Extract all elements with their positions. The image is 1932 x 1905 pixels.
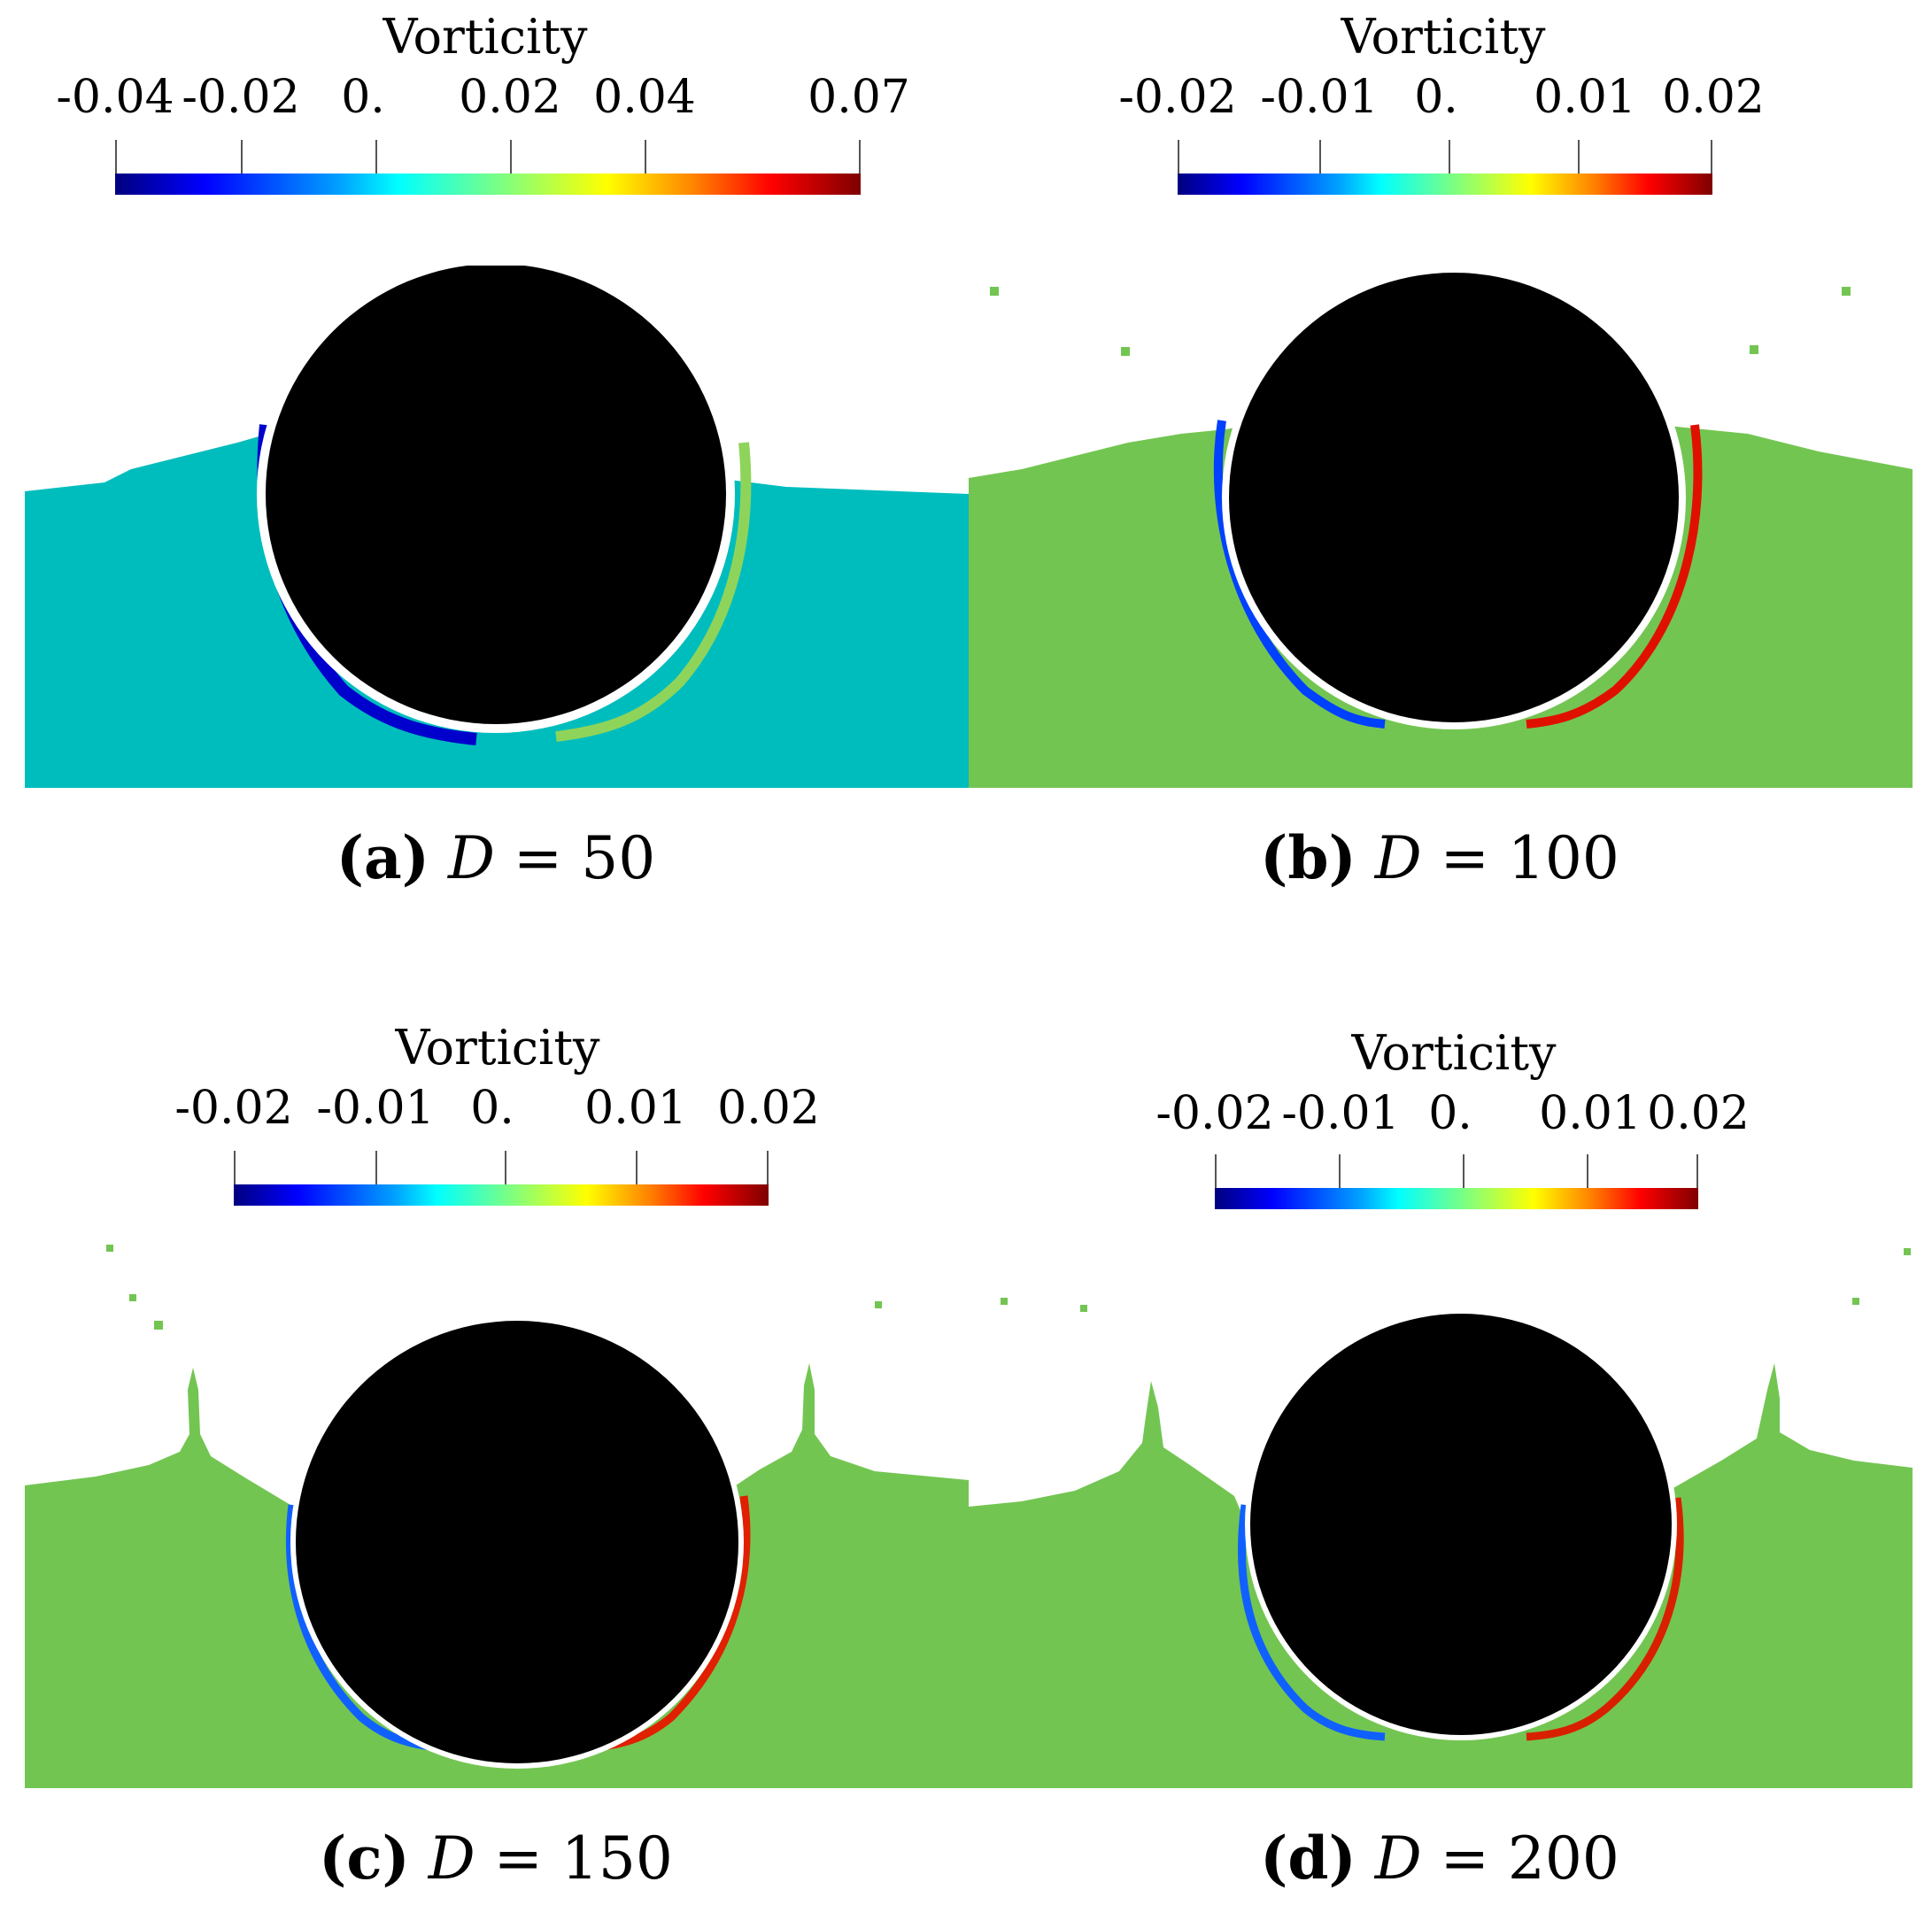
colorbar-tick: [1587, 1154, 1588, 1192]
positive-vorticity-band: [555, 442, 752, 742]
caption-letter: (b): [1260, 823, 1356, 892]
positive-vorticity-band: [591, 1495, 751, 1752]
vorticity-field-b: [969, 266, 1913, 788]
colorbar-tick: [1449, 140, 1450, 177]
colorbar-title: Vorticity: [1341, 9, 1546, 65]
colorbar-title: Vorticity: [1351, 1025, 1557, 1081]
colorbar-tick-label: -0.02: [174, 1082, 293, 1135]
caption-d: (d) D = 200: [1260, 1824, 1619, 1893]
caption-equals: =: [1440, 824, 1489, 892]
cylinder: [1229, 273, 1679, 722]
colorbar-tick: [234, 1151, 236, 1188]
colorbar-gradient: [1178, 174, 1712, 195]
colorbar-tick-label: -0.04: [56, 71, 174, 124]
caption-variable: D: [448, 824, 495, 892]
colorbar-tick: [1215, 1154, 1217, 1192]
negative-vorticity-band: [1238, 1504, 1386, 1741]
colorbar-tick-label: -0.02: [1155, 1087, 1274, 1140]
negative-vorticity-band: [285, 1504, 442, 1752]
cylinder: [1250, 1314, 1672, 1735]
colorbar-gradient: [115, 174, 861, 195]
colorbar-tick-label: -0.01: [1260, 71, 1379, 124]
droplet: [1080, 1305, 1087, 1312]
colorbar-gradient: [1215, 1188, 1698, 1209]
colorbar-tick-label: 0.: [1428, 1087, 1472, 1140]
caption-variable: D: [1374, 1824, 1422, 1893]
colorbar-tick-label: 0.07: [808, 71, 910, 124]
colorbar-tick-label: 0.04: [593, 71, 696, 124]
caption-letter: (c): [319, 1824, 410, 1893]
caption-equals: =: [1440, 1824, 1489, 1893]
caption-letter: (d): [1260, 1824, 1356, 1893]
caption-equals: =: [513, 824, 563, 892]
colorbar-tick: [115, 140, 117, 177]
colorbar-tick: [241, 140, 243, 177]
droplet: [1750, 345, 1758, 354]
colorbar-tick: [375, 1151, 377, 1188]
cylinder: [266, 266, 726, 724]
colorbar-tick-label: 0.01: [1539, 1087, 1642, 1140]
colorbar-tick: [767, 1151, 769, 1188]
droplet: [129, 1294, 136, 1301]
caption-variable: D: [1374, 824, 1422, 892]
droplet: [990, 287, 999, 296]
caption-value: 50: [581, 824, 656, 892]
colorbar-tick: [859, 140, 861, 177]
colorbar-tick: [510, 140, 512, 177]
colorbar-tick-label: -0.02: [1118, 71, 1237, 124]
colorbar-tick-label: 0.02: [1647, 1087, 1750, 1140]
caption-value: 150: [560, 1824, 673, 1893]
droplet: [1001, 1298, 1008, 1305]
droplet: [1842, 287, 1851, 296]
colorbar-tick-label: 0.: [341, 71, 385, 124]
droplet: [875, 1301, 882, 1308]
droplet: [106, 1245, 113, 1252]
colorbar-title: Vorticity: [395, 1020, 600, 1076]
vorticity-field-d: [969, 1248, 1913, 1788]
colorbar-tick: [1319, 140, 1321, 177]
positive-vorticity-band: [1526, 424, 1703, 729]
vorticity-field-a: [25, 266, 969, 788]
positive-vorticity-band: [1526, 1497, 1684, 1741]
negative-vorticity-band: [1213, 420, 1386, 729]
colorbar-tick-label: -0.01: [316, 1082, 435, 1135]
colorbar-tick-label: 0.02: [459, 71, 561, 124]
caption-a: (a) D = 50: [336, 823, 655, 892]
colorbar-tick-label: 0.: [470, 1082, 514, 1135]
colorbar-tick-label: 0.01: [1534, 71, 1636, 124]
vorticity-field-c: [25, 1245, 969, 1788]
caption-value: 200: [1507, 1824, 1619, 1893]
colorbar-tick: [1578, 140, 1580, 177]
caption-c: (c) D = 150: [319, 1824, 673, 1893]
cylinder: [296, 1321, 738, 1763]
caption-letter: (a): [336, 823, 430, 892]
droplet: [1121, 347, 1130, 356]
colorbar-tick-label: 0.: [1414, 71, 1458, 124]
colorbar-tick: [505, 1151, 506, 1188]
colorbar-tick: [645, 140, 646, 177]
caption-variable: D: [428, 1824, 475, 1893]
colorbar-tick-label: -0.01: [1281, 1087, 1400, 1140]
colorbar-gradient: [234, 1184, 769, 1206]
colorbar-tick: [1178, 140, 1179, 177]
colorbar-tick-label: -0.02: [182, 71, 300, 124]
colorbar-tick-label: 0.02: [1662, 71, 1765, 124]
colorbar-tick-label: 0.01: [584, 1082, 687, 1135]
colorbar-tick-label: 0.02: [717, 1082, 820, 1135]
caption-b: (b) D = 100: [1260, 823, 1619, 892]
caption-equals: =: [493, 1824, 543, 1893]
droplet: [1904, 1248, 1911, 1255]
colorbar-tick: [1711, 140, 1712, 177]
colorbar-tick: [1696, 1154, 1698, 1192]
caption-value: 100: [1507, 824, 1619, 892]
droplet: [154, 1321, 163, 1330]
colorbar-tick: [375, 140, 377, 177]
colorbar-tick: [1463, 1154, 1464, 1192]
colorbar-title: Vorticity: [383, 9, 588, 65]
colorbar-tick: [1339, 1154, 1341, 1192]
colorbar-tick: [636, 1151, 638, 1188]
droplet: [1852, 1298, 1859, 1305]
